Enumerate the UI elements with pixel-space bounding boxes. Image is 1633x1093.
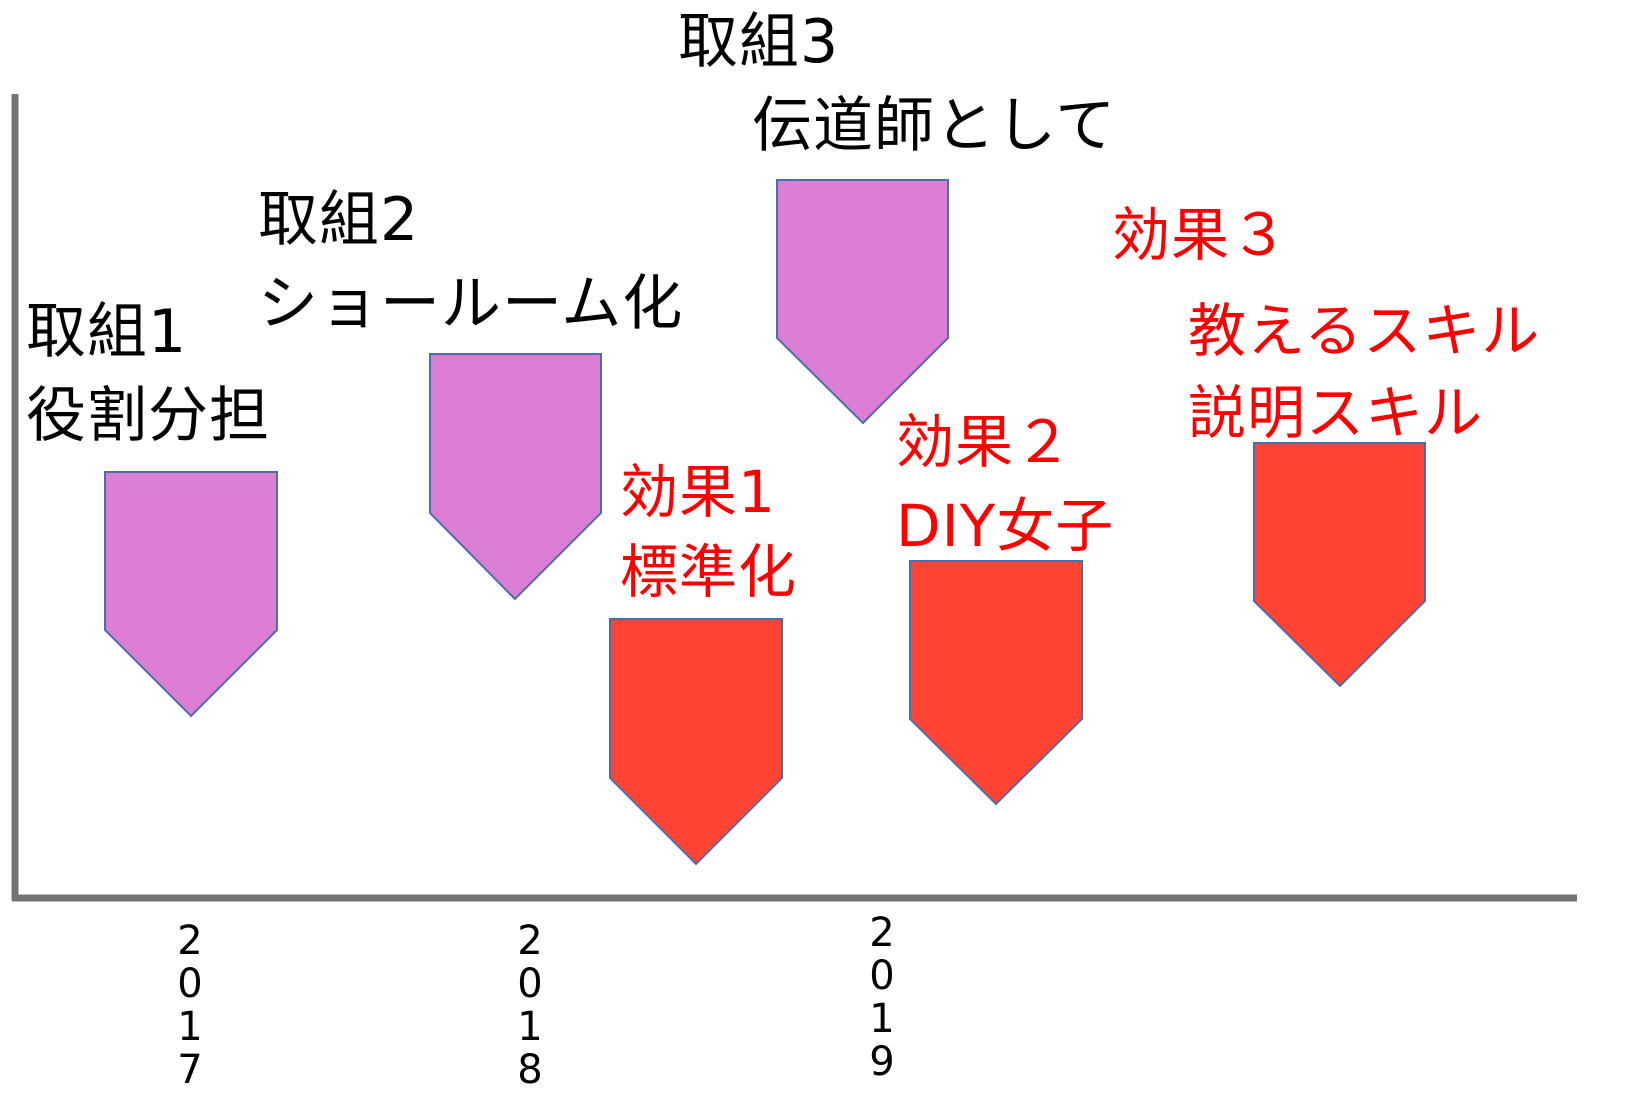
- effect-label-3-body: 教えるスキル 説明スキル: [1188, 290, 1540, 454]
- year-digit: 2: [177, 918, 203, 964]
- year-digit: 0: [517, 961, 543, 1007]
- action-title-2: 取組2: [258, 185, 420, 255]
- year-digit: 0: [869, 953, 895, 999]
- effect-arrow-2: [909, 560, 1083, 806]
- year-digit: 1: [869, 996, 895, 1042]
- year-label-2017: 2 0 1 7: [170, 920, 210, 1092]
- year-digit: 2: [869, 910, 895, 956]
- effect-subtitle-3: 教えるスキル: [1188, 297, 1541, 365]
- action-title-1: 取組1: [26, 297, 188, 367]
- action-arrow-1: [104, 471, 278, 718]
- year-label-2018: 2 0 1 8: [510, 920, 550, 1092]
- action-arrow-3: [776, 179, 949, 425]
- action-arrow-2: [429, 353, 602, 601]
- action-label-1: 取組1 役割分担: [26, 290, 270, 458]
- effect-title-1: 効果1: [620, 458, 776, 526]
- action-label-3-subtitle: 伝道師として: [752, 91, 1117, 161]
- action-subtitle-1: 役割分担: [26, 381, 270, 451]
- effect-subtitle-3b: 説明スキル: [1188, 379, 1484, 447]
- year-digit: 0: [177, 961, 203, 1007]
- effect-label-1: 効果1 標準化: [620, 452, 797, 612]
- effect-subtitle-2: DIY女子: [896, 492, 1115, 560]
- year-digit: 7: [177, 1047, 203, 1093]
- year-digit: 9: [869, 1039, 895, 1085]
- year-digit: 8: [517, 1047, 543, 1093]
- effect-title-2: 効果２: [896, 408, 1074, 476]
- effect-arrow-1: [609, 618, 783, 866]
- action-subtitle-2: ショールーム化: [258, 269, 684, 339]
- action-label-3-title: 取組3: [678, 7, 840, 77]
- action-label-2: 取組2 ショールーム化: [258, 178, 683, 346]
- effect-label-2: 効果２ DIY女子: [896, 400, 1114, 568]
- year-digit: 1: [517, 1004, 543, 1050]
- year-digit: 2: [517, 918, 543, 964]
- effect-arrow-3: [1253, 442, 1426, 688]
- year-digit: 1: [177, 1004, 203, 1050]
- effect-label-3-title: 効果３: [1112, 201, 1290, 269]
- effect-subtitle-1: 標準化: [620, 538, 798, 606]
- year-label-2019: 2 0 1 9: [862, 912, 902, 1084]
